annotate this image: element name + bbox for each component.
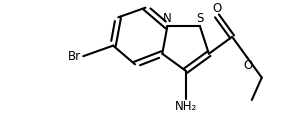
- Text: O: O: [244, 59, 253, 72]
- Text: O: O: [212, 2, 222, 15]
- Text: NH₂: NH₂: [174, 100, 197, 113]
- Text: N: N: [163, 12, 172, 25]
- Text: S: S: [196, 12, 204, 25]
- Text: Br: Br: [68, 50, 81, 63]
